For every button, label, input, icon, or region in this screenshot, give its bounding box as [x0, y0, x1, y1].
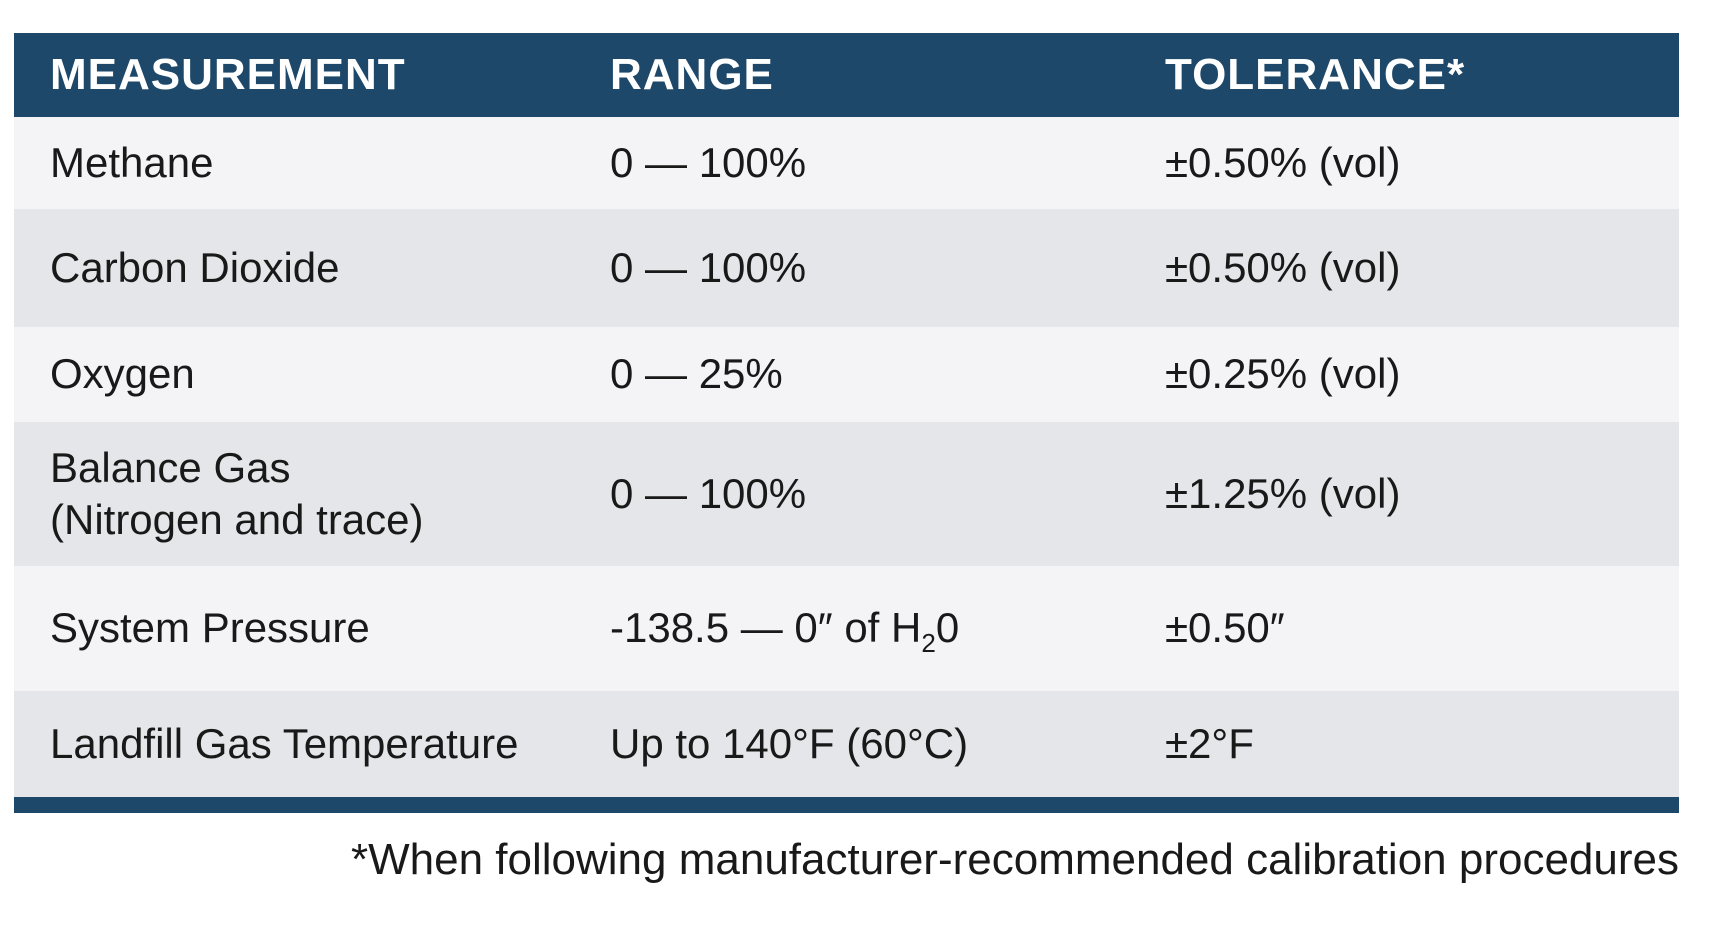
- table-bottom-bar: [14, 797, 1679, 813]
- table-row-landfill-gas-temperature: Landfill Gas Temperature Up to 140°F (60…: [14, 691, 1679, 797]
- page: MEASUREMENT RANGE TOLERANCE* Methane 0 —…: [14, 33, 1679, 884]
- cell-measurement: Oxygen: [14, 348, 610, 401]
- cell-tolerance: ±0.50% (vol): [1165, 137, 1679, 190]
- measurement-label: Carbon Dioxide: [50, 243, 340, 291]
- table-header-row: MEASUREMENT RANGE TOLERANCE*: [14, 33, 1679, 117]
- tolerance-value: ±0.50″: [1165, 604, 1285, 652]
- tolerance-value: ±0.25% (vol): [1165, 350, 1401, 398]
- cell-range: Up to 140°F (60°C): [610, 718, 1165, 771]
- table-row-methane: Methane 0 — 100% ±0.50% (vol): [14, 117, 1679, 209]
- cell-tolerance: ±0.50% (vol): [1165, 242, 1679, 295]
- cell-range: -138.5 — 0″ of H20: [610, 602, 1165, 659]
- measurement-label: Balance Gas: [50, 443, 291, 491]
- range-value-end: 0: [935, 604, 960, 652]
- measurement-label: Landfill Gas Temperature: [50, 719, 519, 767]
- column-header-tolerance: TOLERANCE*: [1165, 50, 1466, 99]
- range-value: 0 — 100%: [610, 469, 807, 517]
- measurement-label: Methane: [50, 138, 214, 186]
- range-value: -138.5 — 0″ of H: [610, 604, 922, 652]
- cell-tolerance: ±2°F: [1165, 718, 1679, 771]
- tolerance-value: ±0.50% (vol): [1165, 138, 1401, 186]
- tolerance-value: ±2°F: [1165, 719, 1254, 767]
- cell-range: 0 — 25%: [610, 348, 1165, 401]
- cell-range: 0 — 100%: [610, 137, 1165, 190]
- cell-tolerance: ±1.25% (vol): [1165, 468, 1679, 521]
- range-value: 0 — 100%: [610, 138, 807, 186]
- calibration-footnote: *When following manufacturer-recommended…: [351, 835, 1679, 884]
- cell-measurement: System Pressure: [14, 602, 610, 655]
- cell-tolerance: ±0.50″: [1165, 602, 1679, 655]
- column-header-measurement: MEASUREMENT: [50, 50, 406, 99]
- cell-range: 0 — 100%: [610, 242, 1165, 295]
- tolerance-value: ±1.25% (vol): [1165, 469, 1401, 517]
- range-value: Up to 140°F (60°C): [610, 719, 969, 767]
- table-row-carbon-dioxide: Carbon Dioxide 0 — 100% ±0.50% (vol): [14, 209, 1679, 327]
- cell-tolerance: ±0.25% (vol): [1165, 348, 1679, 401]
- measurement-label: Oxygen: [50, 350, 195, 398]
- cell-measurement: Landfill Gas Temperature: [14, 718, 610, 771]
- table-row-system-pressure: System Pressure -138.5 — 0″ of H20 ±0.50…: [14, 566, 1679, 691]
- range-value: 0 — 100%: [610, 243, 807, 291]
- table-row-balance-gas: Balance Gas (Nitrogen and trace) 0 — 100…: [14, 422, 1679, 566]
- table-row-oxygen: Oxygen 0 — 25% ±0.25% (vol): [14, 327, 1679, 422]
- cell-measurement: Balance Gas (Nitrogen and trace): [14, 442, 610, 547]
- measurement-label-line2: (Nitrogen and trace): [50, 496, 424, 543]
- spec-table: MEASUREMENT RANGE TOLERANCE* Methane 0 —…: [14, 33, 1679, 813]
- cell-range: 0 — 100%: [610, 468, 1165, 521]
- range-subscript: 2: [921, 628, 936, 659]
- range-value: 0 — 25%: [610, 350, 783, 398]
- measurement-label: System Pressure: [50, 604, 370, 652]
- column-header-range: RANGE: [610, 50, 774, 99]
- cell-measurement: Methane: [14, 137, 610, 190]
- cell-measurement: Carbon Dioxide: [14, 242, 610, 295]
- tolerance-value: ±0.50% (vol): [1165, 243, 1401, 291]
